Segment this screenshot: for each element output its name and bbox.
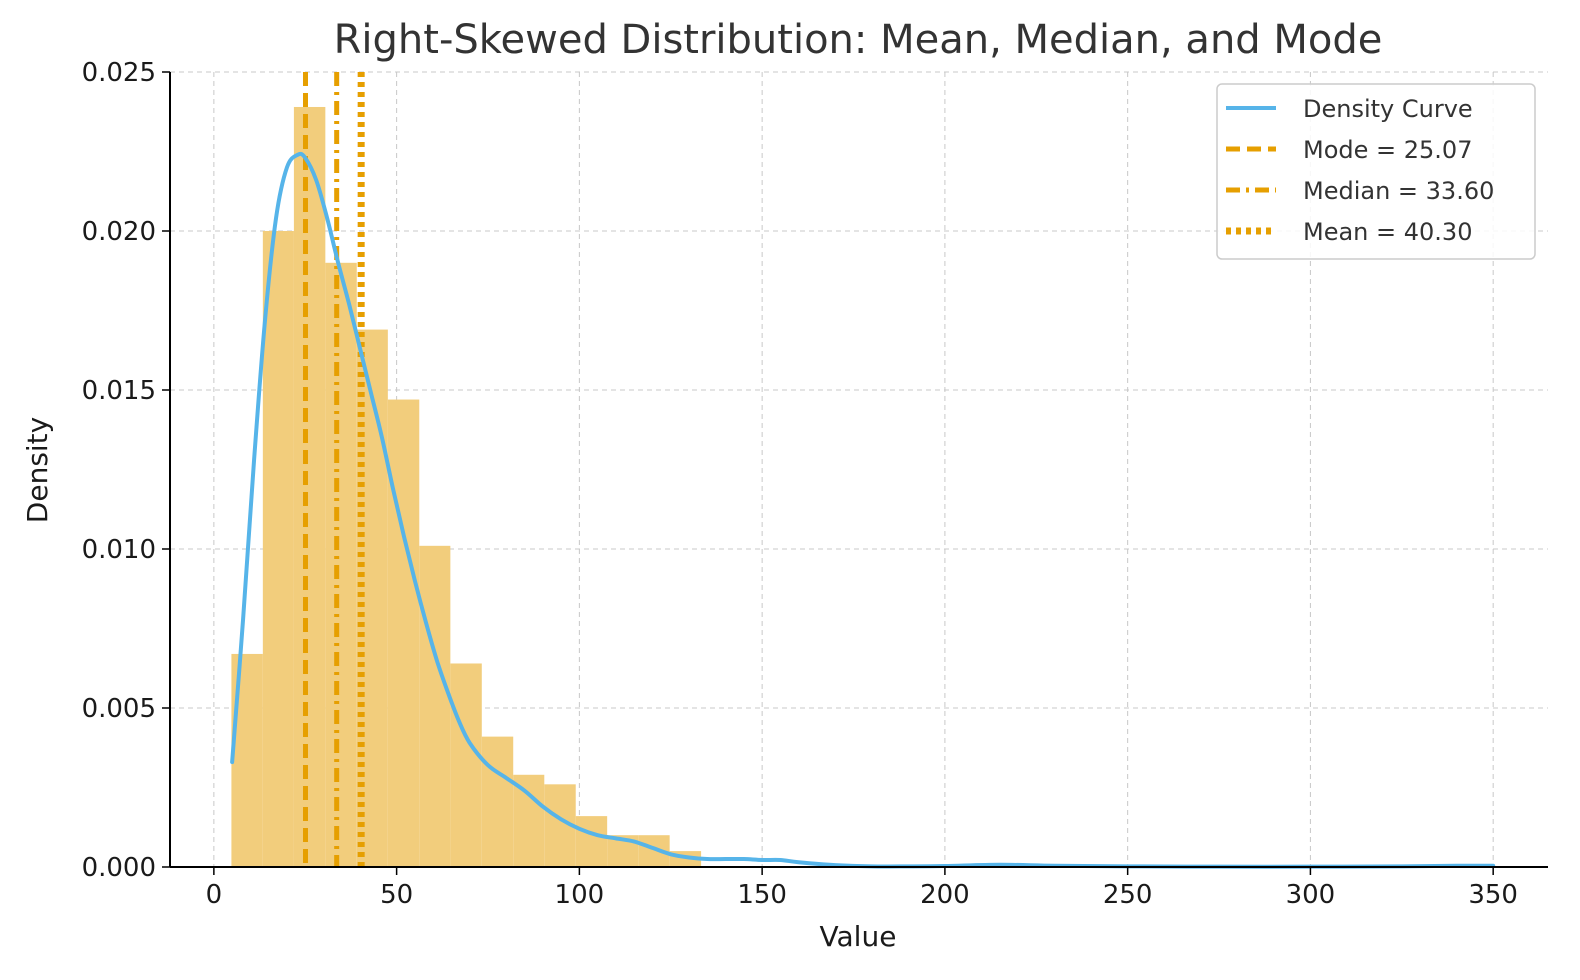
y-tick-label-4: 0.020 <box>82 217 156 247</box>
x-tick-label-4: 200 <box>920 880 970 910</box>
y-tick-label-3: 0.015 <box>82 376 156 406</box>
legend-items: Density Curve Mode = 25.07 Median = 33.60 M… <box>1226 95 1494 246</box>
y-tick-label-0: 0.000 <box>82 853 156 883</box>
histogram-bar-11 <box>575 816 608 867</box>
histogram-bar-9 <box>513 774 545 867</box>
y-tick-label-5: 0.025 <box>82 58 156 88</box>
legend-label-dotted: Mean = 40.30 <box>1303 218 1472 246</box>
legend-label-dashdot: Median = 33.60 <box>1303 177 1494 205</box>
histogram-bar-1 <box>262 231 294 867</box>
tick-labels: 0 50 100 150 200 250 300 350 0.000 0.005 0.010 0.01… <box>82 58 1518 910</box>
legend-label-density: Density Curve <box>1303 95 1473 123</box>
legend: Density Curve Mode = 25.07 Median = 33.60 M… <box>1216 83 1536 260</box>
legend-box <box>1216 83 1536 260</box>
legend-label-dashed: Mode = 25.07 <box>1303 136 1472 164</box>
x-axis-title: Value <box>820 920 897 953</box>
y-tick-label-2: 0.010 <box>82 535 156 565</box>
histogram-bar-5 <box>387 399 420 867</box>
histogram-bar-7 <box>450 663 482 867</box>
x-tick-label-5: 250 <box>1103 880 1153 910</box>
histogram-bar-6 <box>419 545 451 867</box>
histogram-bar-2 <box>293 106 326 868</box>
y-axis-title: Density <box>21 417 54 523</box>
chart-title: Right-Skewed Distribution: Mean, Median,… <box>334 17 1383 63</box>
x-tick-label-3: 150 <box>737 880 787 910</box>
histogram-bar-8 <box>481 736 514 867</box>
x-tick-label-1: 50 <box>380 880 413 910</box>
x-tick-label-2: 100 <box>555 880 605 910</box>
histogram-bar-4 <box>356 329 388 868</box>
x-tick-label-0: 0 <box>206 880 223 910</box>
histogram-bars <box>231 106 702 868</box>
reference-lines <box>302 72 365 867</box>
y-tick-label-1: 0.005 <box>82 694 156 724</box>
axes <box>169 72 1548 868</box>
x-tick-label-6: 300 <box>1286 880 1336 910</box>
histogram-bar-3 <box>325 262 357 867</box>
x-tick-label-7: 350 <box>1468 880 1518 910</box>
